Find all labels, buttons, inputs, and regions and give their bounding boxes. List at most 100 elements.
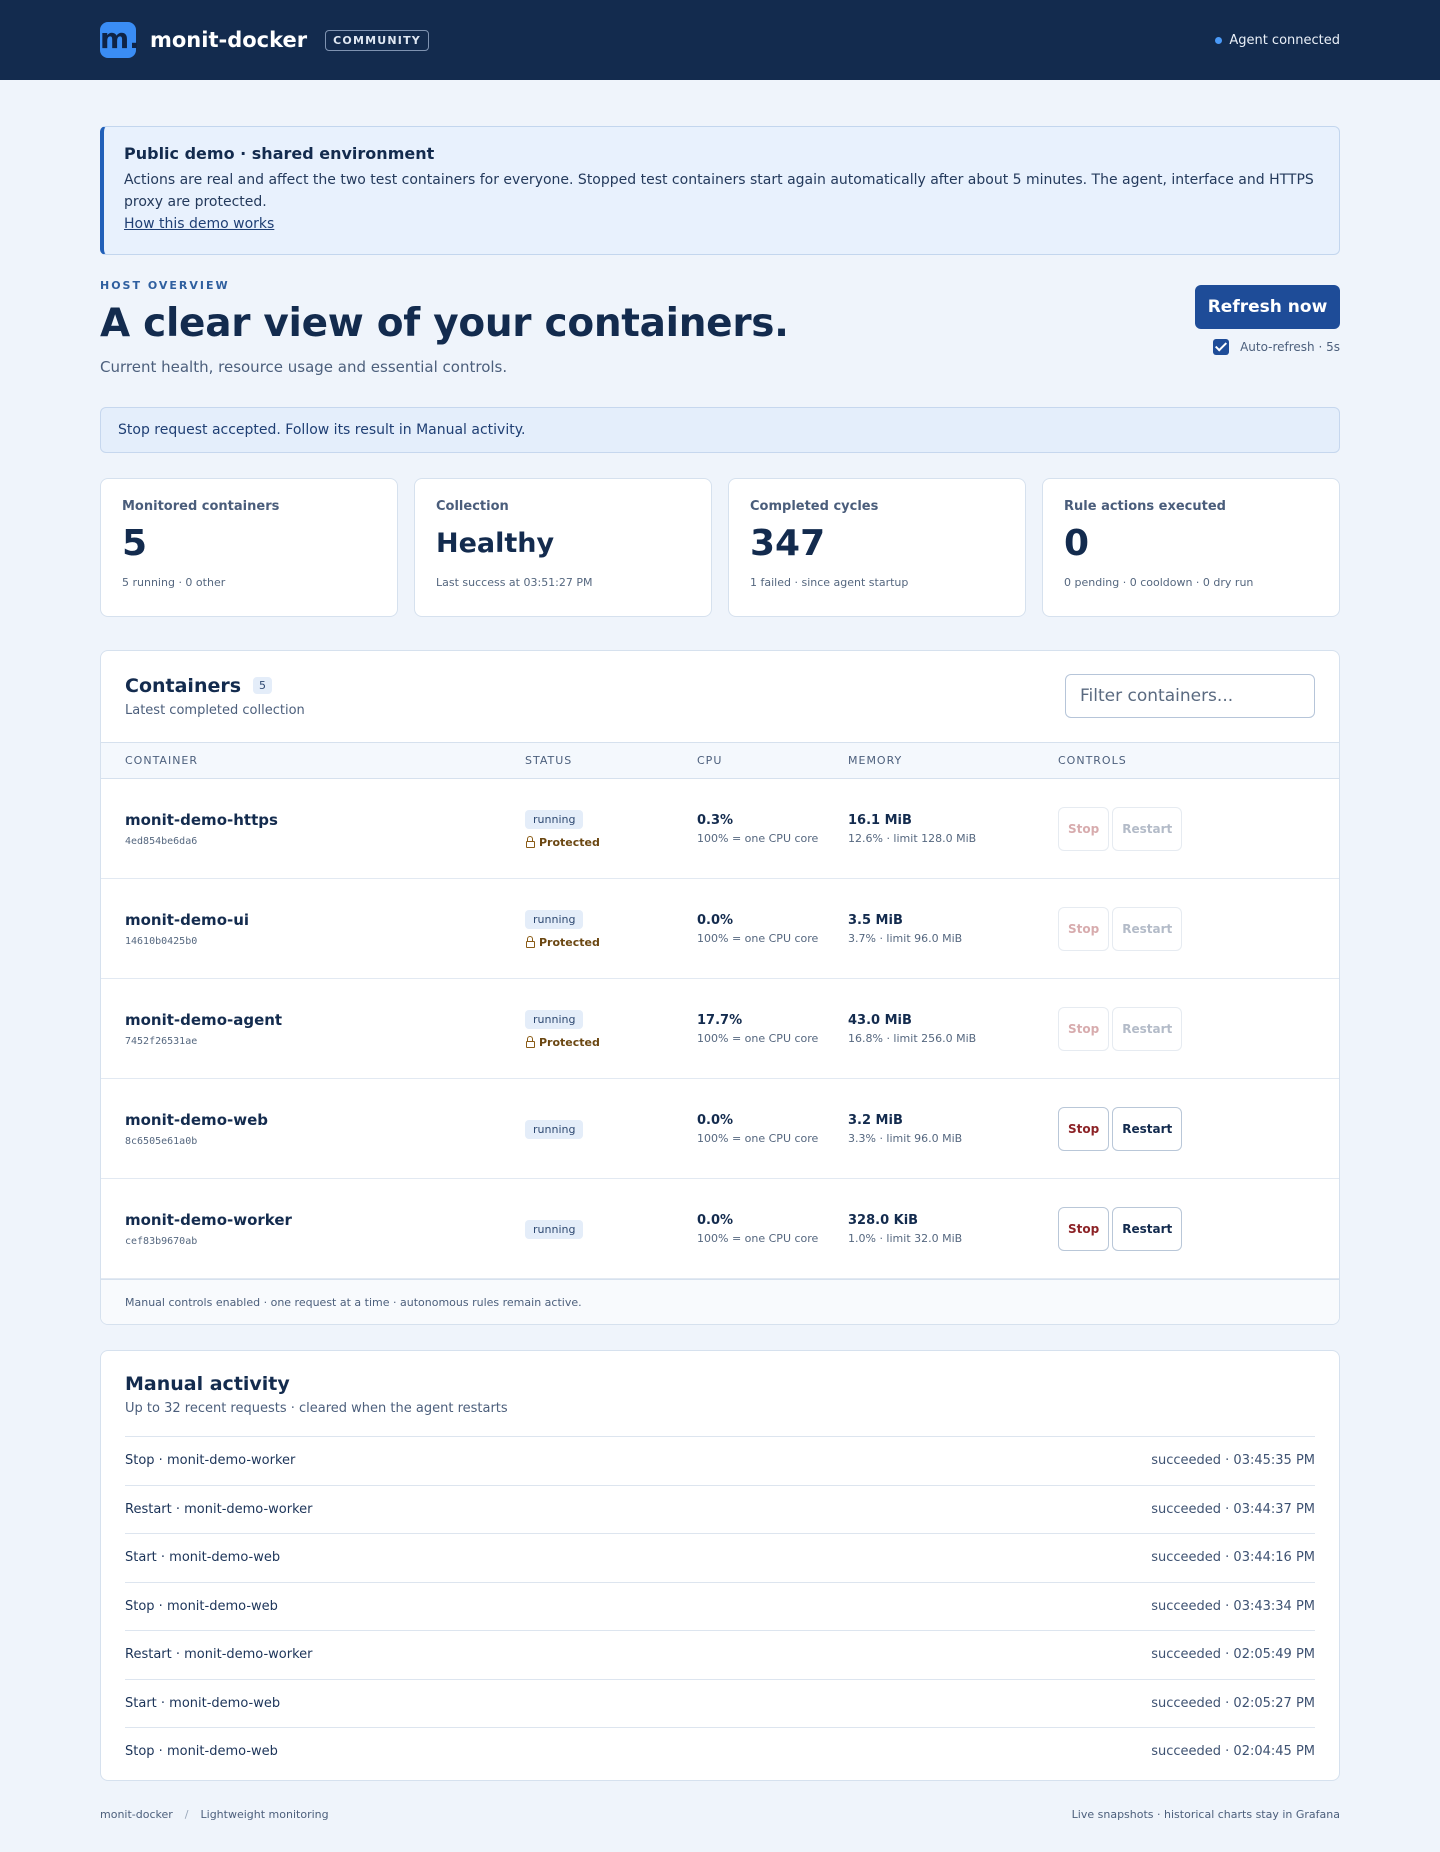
status-dot-icon xyxy=(1215,36,1223,44)
restart-button[interactable]: Restart xyxy=(1112,806,1183,851)
cpu-cell: 0.0% 100% = one CPU core xyxy=(697,1179,848,1279)
stop-button[interactable]: Stop xyxy=(1058,1106,1110,1151)
manual-activity-panel: Manual activity Up to 32 recent requests… xyxy=(100,1350,1340,1781)
stat-card-rule-actions: Rule actions executed 0 0 pending · 0 co… xyxy=(1042,478,1340,617)
top-bar: m. monit-docker COMMUNITY Agent connecte… xyxy=(0,0,1440,80)
memory-value: 328.0 KiB xyxy=(848,1212,919,1228)
column-header-status[interactable]: STATUS xyxy=(525,754,573,767)
container-name: monit-demo-agent xyxy=(125,1010,283,1029)
table-row: monit-demo-worker cef83b9670ab running 0.0%… xyxy=(101,1179,1339,1279)
stat-value: 5 xyxy=(122,523,148,564)
protected-label: Protected xyxy=(539,1036,600,1049)
container-id: 8c6505e61a0b xyxy=(125,1135,198,1147)
memory-cell: 3.2 MiB 3.3% · limit 96.0 MiB xyxy=(848,1079,1058,1179)
activity-action: Stop · monit-demo-worker xyxy=(125,1453,296,1469)
agent-status-label: Agent connected xyxy=(1229,32,1340,48)
status-badge: running xyxy=(525,1010,584,1029)
activity-result: succeeded · 02:05:49 PM xyxy=(1151,1647,1315,1663)
memory-note: 3.3% · limit 96.0 MiB xyxy=(848,1131,963,1145)
filter-containers-input[interactable] xyxy=(1065,674,1315,718)
app-name: monit-docker xyxy=(150,28,308,52)
stop-button[interactable]: Stop xyxy=(1058,806,1110,851)
container-cell: monit-demo-agent 7452f26531ae xyxy=(101,979,525,1079)
stop-button[interactable]: Stop xyxy=(1058,906,1110,951)
container-name: monit-demo-worker xyxy=(125,1210,292,1229)
main-content: Public demo · shared environment Actions… xyxy=(100,126,1340,1852)
activity-action: Restart · monit-demo-worker xyxy=(125,1501,313,1517)
logo-icon: m. xyxy=(100,22,140,58)
table-row: monit-demo-ui 14610b0425b0 running Protecte… xyxy=(101,879,1339,979)
column-header-cpu[interactable]: CPU xyxy=(697,754,723,767)
status-cell: running xyxy=(525,1079,697,1179)
stop-button[interactable]: Stop xyxy=(1058,1006,1110,1051)
memory-cell: 16.1 MiB 12.6% · limit 128.0 MiB xyxy=(848,779,1058,879)
list-item: Stop · monit-demo-web succeeded · 03:43:3… xyxy=(125,1581,1315,1631)
list-item: Start · monit-demo-web succeeded · 02:05:… xyxy=(125,1678,1315,1728)
status-cell: running Protected xyxy=(525,979,697,1079)
footer-tagline: Lightweight monitoring xyxy=(200,1807,329,1821)
container-name: monit-demo-https xyxy=(125,810,278,829)
cpu-note: 100% = one CPU core xyxy=(697,1231,819,1245)
banner-message: Stop request accepted. Follow its result… xyxy=(118,422,526,438)
protected-indicator: Protected xyxy=(525,836,697,849)
table-row: monit-demo-agent 7452f26531ae running Prote… xyxy=(101,979,1339,1079)
footer-separator: / xyxy=(184,1807,189,1821)
lock-icon xyxy=(526,1036,535,1048)
restart-button[interactable]: Restart xyxy=(1112,1006,1183,1051)
activity-action: Stop · monit-demo-web xyxy=(125,1744,278,1760)
memory-note: 12.6% · limit 128.0 MiB xyxy=(848,831,977,845)
containers-title: Containers 5 xyxy=(125,675,305,697)
stat-card-cycles: Completed cycles 347 1 failed · since ag… xyxy=(728,478,1026,617)
cpu-value: 17.7% xyxy=(697,1012,743,1028)
status-badge: running xyxy=(525,1220,584,1239)
memory-value: 43.0 MiB xyxy=(848,1012,912,1028)
protected-label: Protected xyxy=(539,836,600,849)
container-id: 4ed854be6da6 xyxy=(125,835,198,847)
brand[interactable]: m. monit-docker COMMUNITY xyxy=(100,22,429,58)
container-id: 14610b0425b0 xyxy=(125,935,198,947)
memory-cell: 328.0 KiB 1.0% · limit 32.0 MiB xyxy=(848,1179,1058,1279)
lock-icon xyxy=(526,936,535,948)
status-cell: running xyxy=(525,1179,697,1279)
restart-button[interactable]: Restart xyxy=(1112,1106,1183,1151)
activity-result: succeeded · 03:44:16 PM xyxy=(1151,1550,1315,1566)
restart-button[interactable]: Restart xyxy=(1112,1206,1183,1251)
containers-subtitle: Latest completed collection xyxy=(125,702,305,718)
auto-refresh-checkbox-icon[interactable] xyxy=(1213,339,1230,355)
cpu-note: 100% = one CPU core xyxy=(697,931,819,945)
refresh-now-button[interactable]: Refresh now xyxy=(1195,285,1340,329)
cpu-cell: 0.0% 100% = one CPU core xyxy=(697,1079,848,1179)
activity-result: succeeded · 03:43:34 PM xyxy=(1151,1598,1315,1614)
stat-note: 5 running · 0 other xyxy=(122,576,226,589)
activity-list: Stop · monit-demo-worker succeeded · 03:4… xyxy=(125,1436,1315,1776)
protected-label: Protected xyxy=(539,936,600,949)
stat-value: Healthy xyxy=(436,528,555,559)
cpu-cell: 17.7% 100% = one CPU core xyxy=(697,979,848,1079)
demo-info-link[interactable]: How this demo works xyxy=(124,216,275,232)
activity-action: Start · monit-demo-web xyxy=(125,1550,281,1566)
cpu-note: 100% = one CPU core xyxy=(697,831,819,845)
memory-note: 1.0% · limit 32.0 MiB xyxy=(848,1231,963,1245)
list-item: Restart · monit-demo-worker succeeded · 0… xyxy=(125,1630,1315,1679)
eyebrow: HOST OVERVIEW xyxy=(100,279,230,292)
stop-button[interactable]: Stop xyxy=(1058,1206,1110,1251)
restart-button[interactable]: Restart xyxy=(1112,906,1183,951)
column-header-memory[interactable]: MEMORY xyxy=(848,754,903,767)
memory-note: 3.7% · limit 96.0 MiB xyxy=(848,931,963,945)
memory-value: 3.2 MiB xyxy=(848,1112,903,1128)
containers-table: CONTAINER STATUS CPU MEMORY CONTROLS mon… xyxy=(101,742,1339,1279)
hero: HOST OVERVIEW A clear view of your conta… xyxy=(100,279,1340,376)
activity-action: Restart · monit-demo-worker xyxy=(125,1647,313,1663)
stat-label: Completed cycles xyxy=(750,499,879,514)
column-header-container[interactable]: CONTAINER xyxy=(125,754,199,767)
container-cell: monit-demo-worker cef83b9670ab xyxy=(101,1179,525,1279)
controls-cell: Stop Restart xyxy=(1058,979,1339,1079)
container-name: monit-demo-ui xyxy=(125,910,250,929)
edition-badge: COMMUNITY xyxy=(325,29,429,51)
auto-refresh-toggle[interactable]: Auto-refresh · 5s xyxy=(1213,339,1340,355)
stat-cards: Monitored containers 5 5 running · 0 oth… xyxy=(100,478,1340,617)
stat-value: 347 xyxy=(750,523,826,564)
page-footer: monit-docker / Lightweight monitoring Live… xyxy=(100,1808,1340,1852)
activity-result: succeeded · 03:44:37 PM xyxy=(1151,1501,1315,1517)
container-cell: monit-demo-web 8c6505e61a0b xyxy=(101,1079,525,1179)
